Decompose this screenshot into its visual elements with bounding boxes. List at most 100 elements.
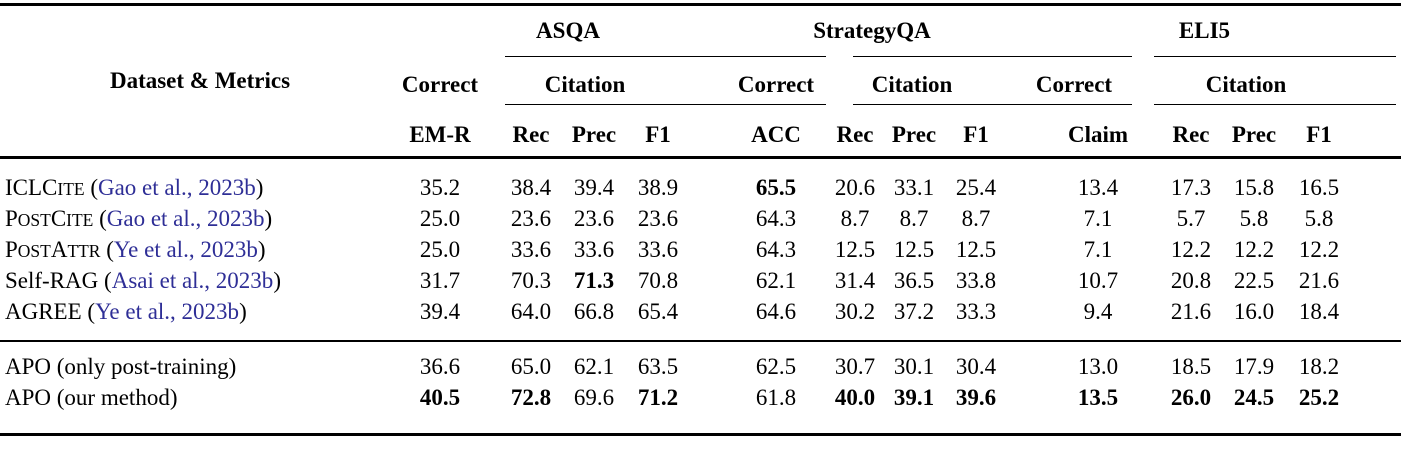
- spacer-cell: [0, 413, 1401, 433]
- spacer-cell: [816, 382, 826, 413]
- value-cell: 64.3: [755, 236, 797, 262]
- cmidrule-cell: [500, 104, 826, 113]
- citation-link[interactable]: Gao et al., 2023b: [97, 174, 256, 200]
- spacer-cell: [480, 296, 500, 327]
- metric-header-prec: Prec: [891, 121, 937, 147]
- value-cell: 40.0: [834, 384, 876, 410]
- citation-header: Citation: [871, 71, 953, 97]
- value-cell: 23.6: [510, 205, 552, 231]
- value-cell: 37.2: [893, 298, 935, 324]
- method-name: TTR: [67, 240, 101, 261]
- metric-header-acc: ACC: [751, 121, 801, 147]
- value-cell: 9.4: [1083, 298, 1113, 324]
- value-cell: 33.6: [637, 236, 679, 262]
- value-cell: 65.4: [637, 298, 679, 324]
- value-cell: 62.1: [755, 267, 797, 293]
- value-cell: 13.4: [1077, 174, 1119, 200]
- table-row: APO (only post-training) 36.6 65.0 62.1 63.5…: [0, 351, 1401, 382]
- method-name: OST: [17, 240, 51, 261]
- value-cell: 64.6: [755, 298, 797, 324]
- spacer-cell: [816, 351, 826, 382]
- method-name: Self-RAG: [5, 267, 99, 293]
- cmidrule: [505, 104, 826, 105]
- spacer-cell: [1140, 382, 1160, 413]
- table-row: POSTCITE (Gao et al., 2023b) 25.0 23.6 23.6…: [0, 203, 1401, 234]
- value-cell: 72.8: [510, 384, 552, 410]
- top-rule: [0, 3, 1401, 6]
- bottom-rule-row: [0, 433, 1401, 436]
- metric-header-rec: Rec: [836, 121, 874, 147]
- spacer-cell: [1140, 351, 1160, 382]
- spacer-cell: [1008, 234, 1056, 265]
- dataset-header-eli5: ELI5: [1178, 18, 1231, 43]
- metric-header-row: EM-R Rec Prec F1 ACC Rec Prec F1 Claim Rec Prec F1: [0, 113, 1401, 156]
- value-cell: 10.7: [1077, 267, 1119, 293]
- value-cell: 7.1: [1083, 205, 1113, 231]
- spacer-cell: [0, 327, 1401, 340]
- method-name: P: [5, 205, 18, 231]
- value-cell: 66.8: [573, 298, 615, 324]
- method-name: APO (only post-training): [5, 353, 237, 379]
- metric-header-rec: Rec: [512, 121, 550, 147]
- dataset-header-strategyqa: StrategyQA: [813, 18, 931, 43]
- cmidrule-row: [0, 104, 1401, 113]
- method-name: ITE: [57, 178, 85, 199]
- value-cell: 13.0: [1077, 353, 1119, 379]
- method-cell: POSTATTR (Ye et al., 2023b): [5, 236, 266, 262]
- spacer-cell: [690, 296, 736, 327]
- cmidrule: [853, 104, 1132, 105]
- value-cell: 40.5: [419, 384, 461, 410]
- value-cell: 71.3: [573, 267, 615, 293]
- table-row: APO (our method) 40.5 72.8 69.6 71.2 61.8 40.0…: [0, 382, 1401, 413]
- value-cell: 21.6: [1298, 267, 1340, 293]
- value-cell: 69.6: [573, 384, 615, 410]
- method-cell: AGREE (Ye et al., 2023b): [5, 298, 247, 324]
- spacer-cell: [1008, 203, 1056, 234]
- spacer-cell: [1140, 172, 1160, 203]
- row-header: Dataset & Metrics: [109, 68, 291, 93]
- value-cell: 23.6: [573, 205, 615, 231]
- spacer-cell: [816, 203, 826, 234]
- spacer-cell: [1140, 113, 1160, 156]
- spacer-row: [0, 342, 1401, 351]
- spacer-cell: [690, 203, 736, 234]
- metric-header-f1: F1: [645, 121, 671, 147]
- cmidrule-row: [0, 56, 1401, 65]
- cmidrule-cell: [1140, 56, 1401, 65]
- spacer-cell: [1008, 265, 1056, 296]
- cmidrule-cell: [826, 56, 1140, 65]
- value-cell: 12.5: [893, 236, 935, 262]
- value-cell: 8.7: [899, 205, 929, 231]
- value-cell: 5.7: [1176, 205, 1206, 231]
- citation-link[interactable]: Ye et al., 2023b: [113, 236, 258, 262]
- spacer-cell: [1352, 113, 1401, 156]
- method-name: APO (our method): [5, 384, 178, 410]
- value-cell: 12.5: [834, 236, 876, 262]
- citation-link[interactable]: Gao et al., 2023b: [106, 205, 265, 231]
- subheader-row: Correct Citation Correct Citation Correct Cit…: [0, 65, 1401, 104]
- value-cell: 12.5: [955, 236, 997, 262]
- spacer-cell: [1352, 296, 1401, 327]
- spacer-cell: [1008, 296, 1056, 327]
- value-cell: 30.7: [834, 353, 876, 379]
- value-cell: 20.8: [1170, 267, 1212, 293]
- table-row: AGREE (Ye et al., 2023b) 39.4 64.0 66.8 65.4…: [0, 296, 1401, 327]
- citation-link[interactable]: Ye et al., 2023b: [95, 298, 240, 324]
- value-cell: 20.6: [834, 174, 876, 200]
- metric-header-prec: Prec: [571, 121, 617, 147]
- spacer-cell: [480, 382, 500, 413]
- spacer-cell: [1352, 265, 1401, 296]
- spacer-cell: [690, 113, 736, 156]
- spacer-cell: [690, 351, 736, 382]
- value-cell: 26.0: [1170, 384, 1212, 410]
- spacer-cell: [690, 172, 736, 203]
- value-cell: 33.6: [573, 236, 615, 262]
- spacer-cell: [1352, 203, 1401, 234]
- section-rule-row: [0, 340, 1401, 342]
- value-cell: 30.1: [893, 353, 935, 379]
- citation-link[interactable]: Asai et al., 2023b: [111, 267, 274, 293]
- method-cell: POSTCITE (Gao et al., 2023b): [5, 205, 273, 231]
- spacer-cell: [480, 172, 500, 203]
- bottom-rule: [0, 433, 1401, 436]
